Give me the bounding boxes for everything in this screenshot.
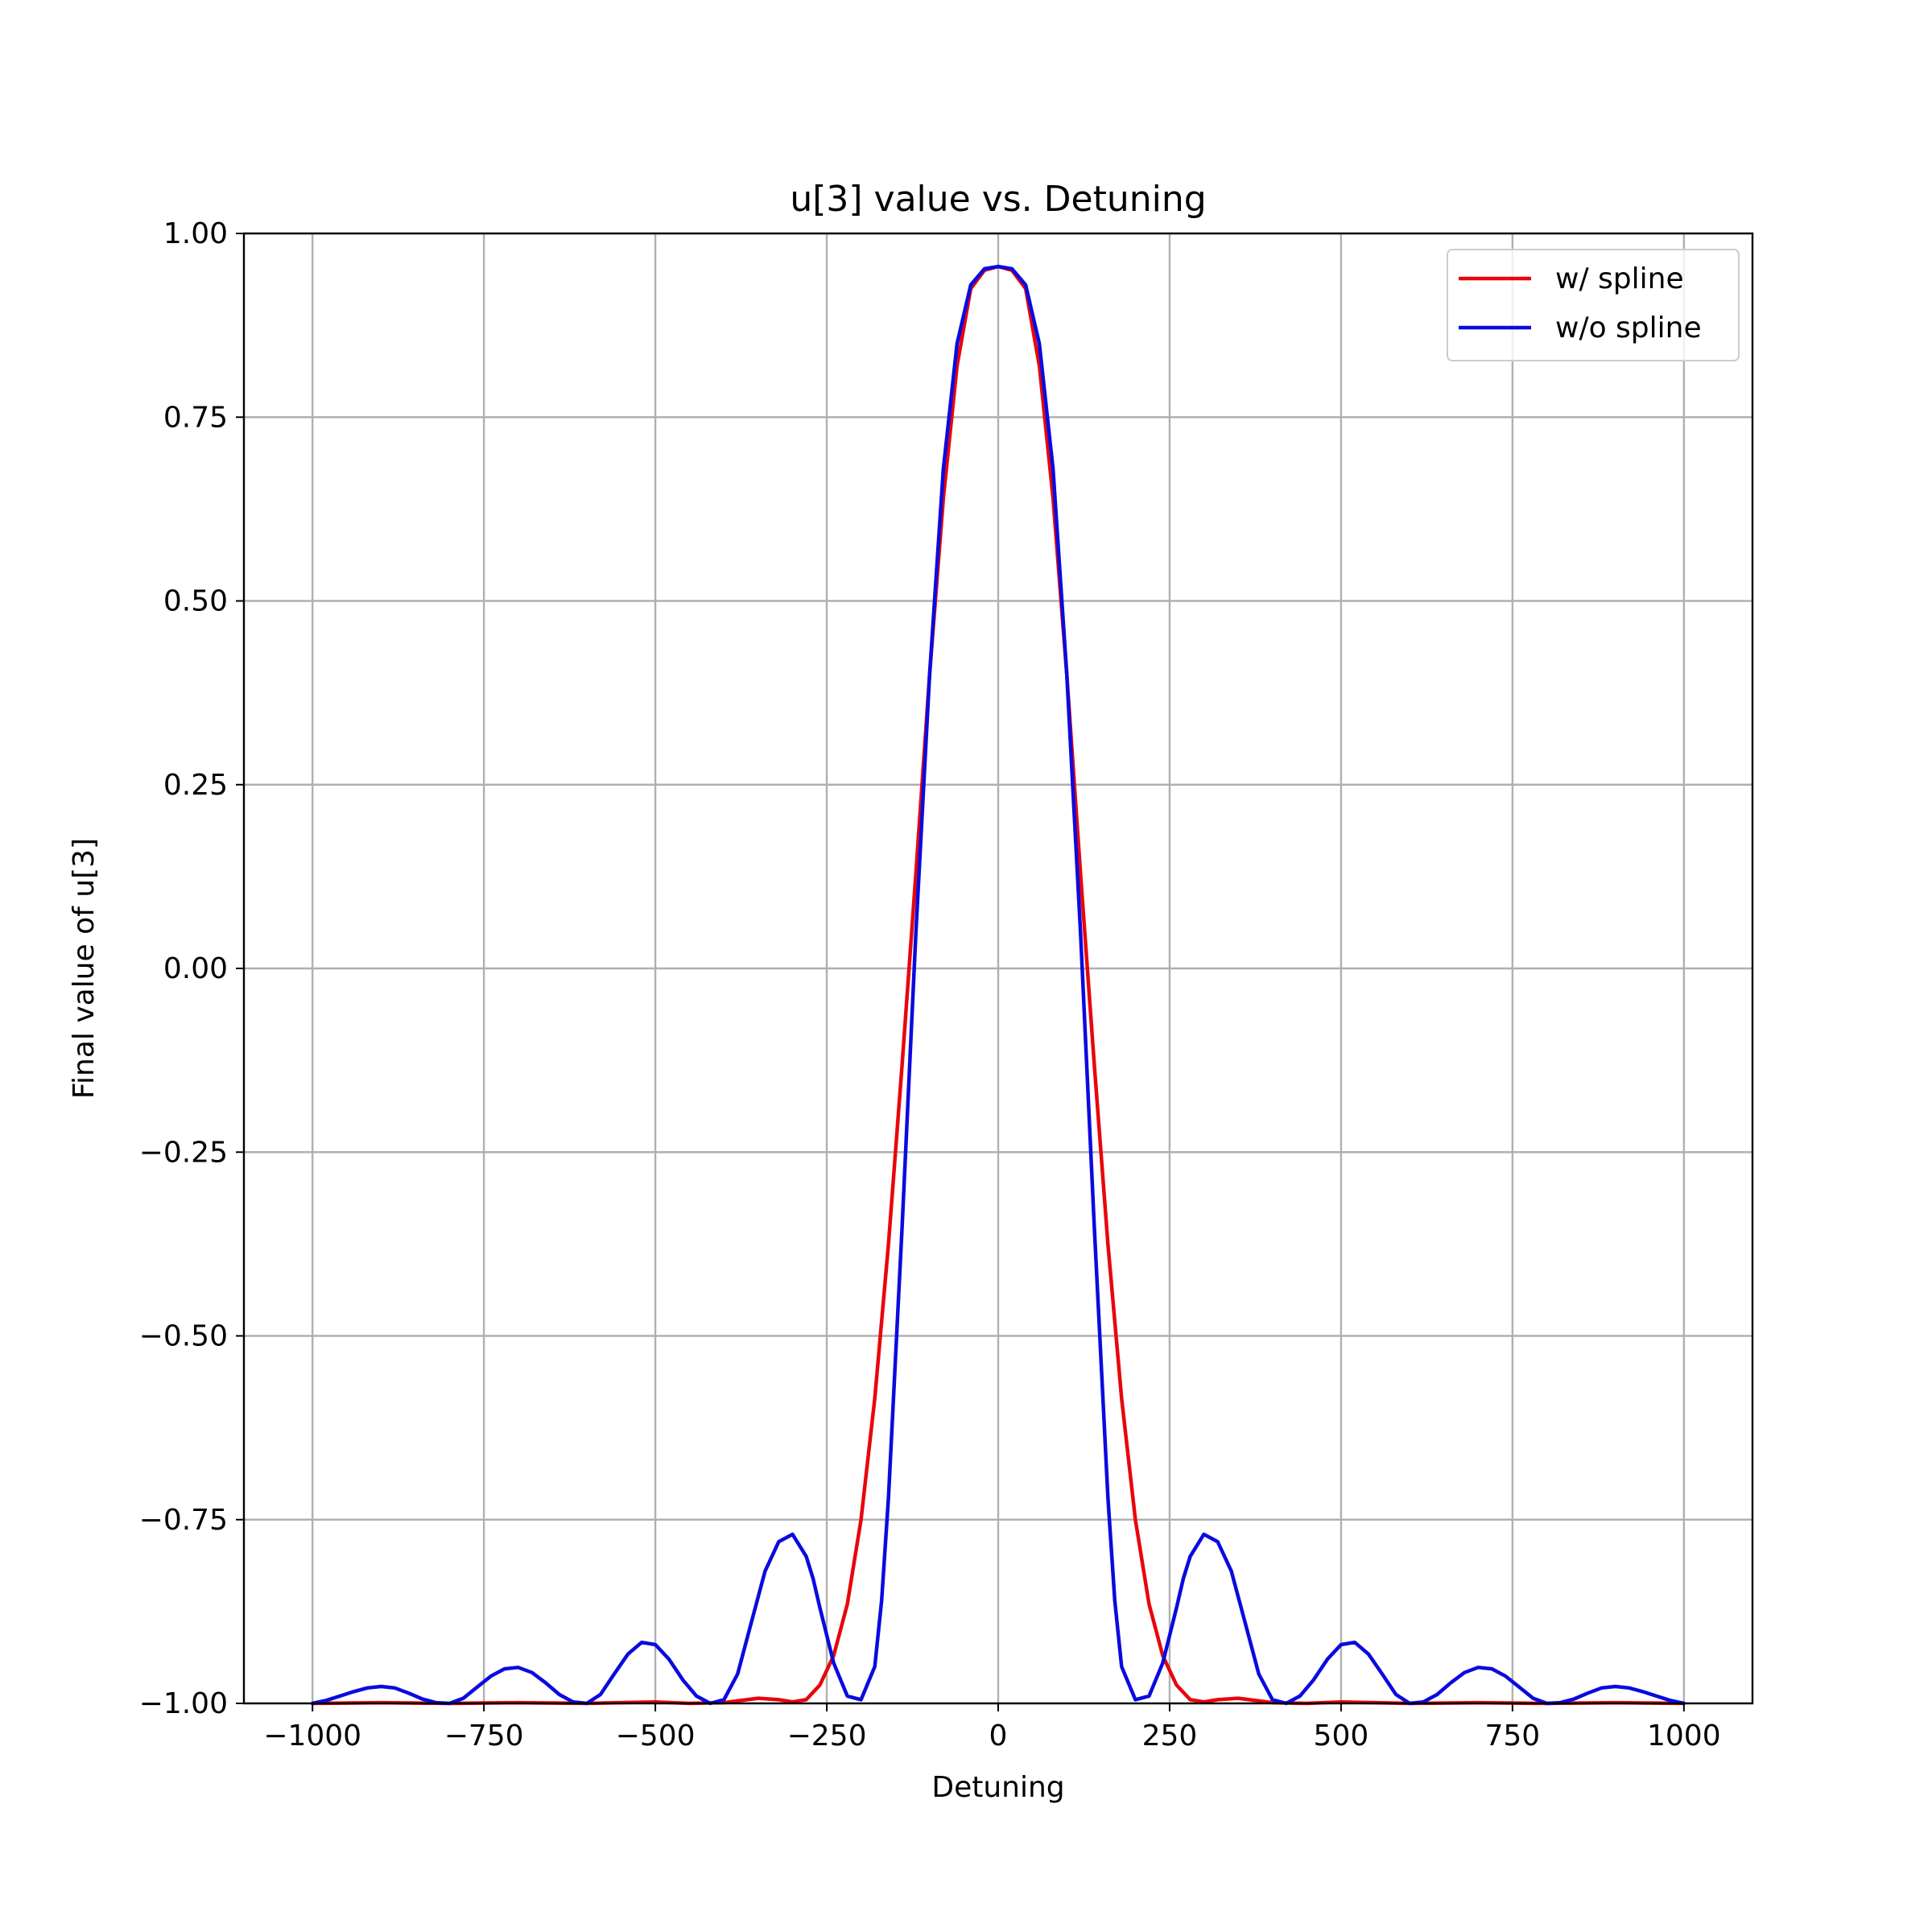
series-line-without-spline bbox=[310, 264, 1686, 1706]
x-tick-label: 1000 bbox=[1647, 1719, 1721, 1752]
x-axis-label: Detuning bbox=[931, 1771, 1064, 1804]
legend-label: w/ spline bbox=[1555, 262, 1684, 295]
y-tick-label: 1.00 bbox=[163, 217, 228, 250]
y-tick-label: 0.50 bbox=[163, 585, 228, 618]
x-tick-label: 250 bbox=[1142, 1719, 1198, 1752]
y-tick-label: −0.75 bbox=[139, 1504, 228, 1537]
x-tick-label: −500 bbox=[616, 1719, 696, 1752]
x-tick-label: −1000 bbox=[263, 1719, 361, 1752]
y-tick-label: 0.25 bbox=[163, 769, 228, 802]
y-tick-label: 0.75 bbox=[163, 401, 228, 434]
y-tick-label: 0.00 bbox=[163, 952, 228, 985]
chart-title: u[3] value vs. Detuning bbox=[790, 179, 1206, 220]
y-tick-label: −0.25 bbox=[139, 1136, 228, 1169]
y-tick-label: −1.00 bbox=[139, 1687, 228, 1720]
x-tick-label: 750 bbox=[1485, 1719, 1541, 1752]
series-group bbox=[310, 264, 1686, 1706]
legend: w/ spline w/o spline bbox=[1447, 249, 1740, 361]
legend-label: w/o spline bbox=[1555, 312, 1702, 345]
y-tick-label: −0.50 bbox=[139, 1320, 228, 1353]
x-tick-label: 500 bbox=[1314, 1719, 1369, 1752]
y-axis-label: Final value of u[3] bbox=[68, 838, 101, 1099]
x-tick-label: −750 bbox=[444, 1719, 524, 1752]
x-tick-label: 0 bbox=[989, 1719, 1008, 1752]
x-tick-label: −250 bbox=[787, 1719, 867, 1752]
ticks: −1000 −750 −500 −250 0 250 500 750 1000 −1.00 −0.7… bbox=[139, 217, 1721, 1752]
